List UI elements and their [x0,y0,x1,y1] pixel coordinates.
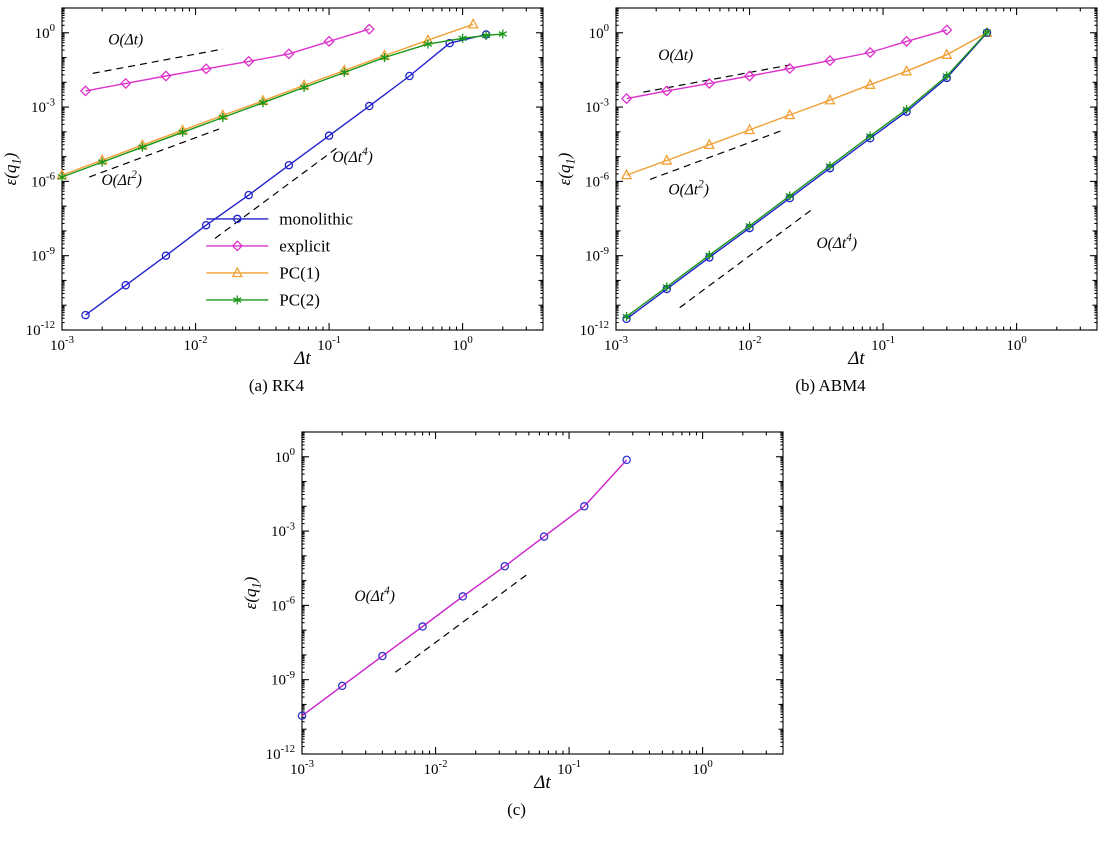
x-axis-title: Δt [533,772,551,793]
svg-text:100: 100 [692,758,712,778]
panel-rk4: 10-3 10-2 10-1 100 10-12 10-9 10-6 10-3 100 Δt ε(q… [0,0,553,396]
series-monolithic [81,30,491,320]
svg-text:10-6: 10-6 [271,595,296,615]
legend-label: monolithic [279,209,353,228]
ref-line: O(Δt2) [89,128,220,189]
axes [61,7,544,331]
svg-text:100: 100 [35,22,55,42]
svg-text:10-1: 10-1 [557,758,581,778]
plot-rk4-canvas: 10-3 10-2 10-1 100 10-12 10-9 10-6 10-3 100 Δt ε(q… [1,7,544,369]
series-series-1 [297,455,631,721]
x-axis-title: Δt [293,348,311,369]
svg-text:10-12: 10-12 [266,743,295,763]
axis-labels: 10-3 10-2 10-1 100 10-12 10-9 10-6 10-3 100 Δt ε(q… [241,446,713,793]
ref-line-label: O(Δt4) [354,585,395,605]
y-axis-title: ε(q1) [1,152,23,185]
caption-rk4: (a) RK4 [248,376,305,395]
series-explicit [620,24,953,105]
svg-text:10-3: 10-3 [604,334,628,354]
svg-text:10-12: 10-12 [26,319,55,339]
ref-line: O(Δt4) [679,208,857,309]
svg-text:100: 100 [589,22,609,42]
legend: monolithic explicit PC(1) PC(2) [206,209,353,309]
ref-line-label: O(Δt4) [816,232,857,252]
ref-line-label: O(Δt4) [332,146,373,166]
series-explicit [79,23,375,97]
caption-bottom: (c) [507,800,526,819]
y-axis-title: ε(q1) [241,576,263,609]
svg-text:10-1: 10-1 [317,334,341,354]
y-axis-title: ε(q1) [555,152,577,185]
x-axis-title: Δt [847,348,865,369]
ref-line: O(Δt) [643,47,790,93]
legend-label: explicit [279,236,330,255]
legend-label: PC(2) [279,290,320,309]
svg-text:10-12: 10-12 [580,319,609,339]
ref-line-label: O(Δt) [108,32,143,49]
svg-text:10-6: 10-6 [31,171,56,191]
svg-text:10-3: 10-3 [31,96,55,116]
ref-line: O(Δt4) [354,572,530,673]
axis-labels: 10-3 10-2 10-1 100 10-12 10-9 10-6 10-3 100 Δt ε(q… [555,22,1027,369]
panel-bottom: 10-3 10-2 10-1 100 10-12 10-9 10-6 10-3 100 Δt ε(q… [240,424,793,820]
legend-label: PC(1) [279,263,320,282]
ref-line-label: O(Δt) [658,47,693,64]
svg-text:10-9: 10-9 [31,245,55,265]
ref-line-label: O(Δt2) [668,178,709,198]
svg-text:10-3: 10-3 [290,758,314,778]
svg-text:10-9: 10-9 [585,245,609,265]
svg-text:10-3: 10-3 [271,520,295,540]
plot-bottom-canvas: 10-3 10-2 10-1 100 10-12 10-9 10-6 10-3 100 Δt ε(q… [241,431,784,793]
svg-text:10-9: 10-9 [271,669,295,689]
svg-text:100: 100 [452,334,472,354]
svg-text:10-2: 10-2 [738,334,762,354]
ref-line-label: O(Δt2) [101,169,142,189]
svg-text:10-2: 10-2 [184,334,208,354]
svg-text:10-6: 10-6 [585,171,610,191]
ref-line: O(Δt4) [214,145,373,239]
panel-abm4: 10-3 10-2 10-1 100 10-12 10-9 10-6 10-3 100 Δt ε(q… [554,0,1107,396]
ref-line: O(Δt2) [649,129,784,198]
svg-text:10-2: 10-2 [424,758,448,778]
series-pc-2 [622,27,992,322]
plot-abm4-canvas: 10-3 10-2 10-1 100 10-12 10-9 10-6 10-3 100 Δt ε(q… [555,7,1098,369]
series-pc-1 [620,26,993,180]
svg-text:10-1: 10-1 [871,334,895,354]
axis-labels: 10-3 10-2 10-1 100 10-12 10-9 10-6 10-3 100 Δt ε(q… [1,22,473,369]
svg-text:10-3: 10-3 [50,334,74,354]
axes [615,7,1098,331]
svg-text:100: 100 [1006,334,1026,354]
svg-text:10-3: 10-3 [585,96,609,116]
svg-text:100: 100 [275,446,295,466]
ref-line: O(Δt) [92,32,223,74]
series-pc-2 [57,29,508,182]
caption-abm4: (b) ABM4 [795,376,866,395]
axes [301,431,784,755]
